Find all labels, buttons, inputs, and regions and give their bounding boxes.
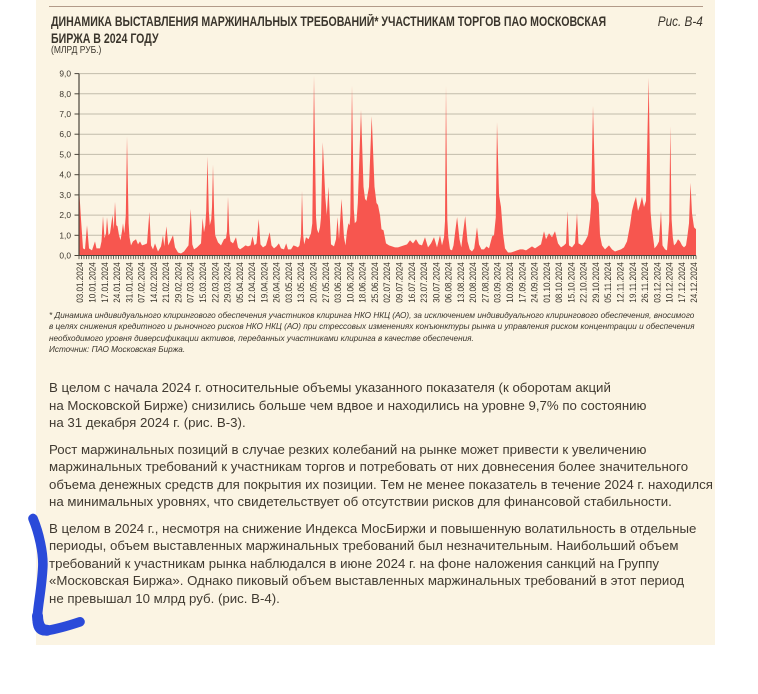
svg-text:02.07.2024: 02.07.2024: [382, 262, 392, 303]
svg-text:03.09.2024: 03.09.2024: [493, 262, 503, 303]
svg-text:12.11.2024: 12.11.2024: [616, 262, 626, 303]
svg-text:1,0: 1,0: [59, 230, 71, 240]
svg-text:5,0: 5,0: [59, 149, 71, 159]
svg-text:01.10.2024: 01.10.2024: [542, 262, 552, 303]
svg-text:8,0: 8,0: [59, 89, 71, 99]
svg-text:05.11.2024: 05.11.2024: [603, 262, 613, 303]
svg-text:20.05.2024: 20.05.2024: [309, 262, 319, 303]
svg-text:4,0: 4,0: [59, 170, 71, 180]
svg-text:26.11.2024: 26.11.2024: [640, 262, 650, 303]
svg-text:26.04.2024: 26.04.2024: [272, 262, 282, 303]
svg-text:03.01.2024: 03.01.2024: [75, 262, 85, 303]
svg-text:03.06.2024: 03.06.2024: [333, 262, 343, 303]
svg-text:07.02.2024: 07.02.2024: [137, 262, 147, 303]
svg-text:6,0: 6,0: [59, 129, 71, 139]
svg-text:17.09.2024: 17.09.2024: [517, 262, 527, 303]
svg-text:12.04.2024: 12.04.2024: [247, 262, 257, 303]
svg-text:13.08.2024: 13.08.2024: [456, 262, 466, 303]
svg-text:24.09.2024: 24.09.2024: [530, 262, 540, 303]
svg-text:21.02.2024: 21.02.2024: [161, 262, 171, 303]
svg-text:29.10.2024: 29.10.2024: [591, 262, 601, 303]
svg-text:13.05.2024: 13.05.2024: [296, 262, 306, 303]
svg-text:27.05.2024: 27.05.2024: [321, 262, 331, 303]
svg-text:10.12.2024: 10.12.2024: [665, 262, 675, 303]
svg-text:10.06.2024: 10.06.2024: [345, 262, 355, 303]
svg-text:14.02.2024: 14.02.2024: [149, 262, 159, 303]
svg-text:03.05.2024: 03.05.2024: [284, 262, 294, 303]
svg-text:19.11.2024: 19.11.2024: [628, 262, 638, 303]
svg-text:24.12.2024: 24.12.2024: [689, 262, 699, 303]
svg-text:9,0: 9,0: [59, 69, 71, 79]
svg-text:29.02.2024: 29.02.2024: [173, 262, 183, 303]
svg-text:10.01.2024: 10.01.2024: [88, 262, 98, 303]
svg-text:16.07.2024: 16.07.2024: [407, 262, 417, 303]
svg-text:15.10.2024: 15.10.2024: [566, 262, 576, 303]
svg-text:23.07.2024: 23.07.2024: [419, 262, 429, 303]
svg-text:29.03.2024: 29.03.2024: [223, 262, 233, 303]
svg-text:7,0: 7,0: [59, 109, 71, 119]
svg-text:10.09.2024: 10.09.2024: [505, 262, 515, 303]
svg-text:17.12.2024: 17.12.2024: [677, 262, 687, 303]
svg-text:22.03.2024: 22.03.2024: [210, 262, 220, 303]
svg-text:25.06.2024: 25.06.2024: [370, 262, 380, 303]
svg-text:0,0: 0,0: [59, 251, 71, 261]
svg-text:20.08.2024: 20.08.2024: [468, 262, 478, 303]
svg-text:08.10.2024: 08.10.2024: [554, 262, 564, 303]
svg-text:3,0: 3,0: [59, 190, 71, 200]
svg-text:09.07.2024: 09.07.2024: [395, 262, 405, 303]
svg-text:03.12.2024: 03.12.2024: [652, 262, 662, 303]
svg-text:24.01.2024: 24.01.2024: [112, 262, 122, 303]
svg-text:06.08.2024: 06.08.2024: [444, 262, 454, 303]
svg-text:07.03.2024: 07.03.2024: [186, 262, 196, 303]
svg-text:18.06.2024: 18.06.2024: [358, 262, 368, 303]
svg-text:22.10.2024: 22.10.2024: [579, 262, 589, 303]
svg-text:15.03.2024: 15.03.2024: [198, 262, 208, 303]
svg-text:2,0: 2,0: [59, 210, 71, 220]
svg-text:30.07.2024: 30.07.2024: [431, 262, 441, 303]
svg-text:31.01.2024: 31.01.2024: [124, 262, 134, 303]
svg-text:27.08.2024: 27.08.2024: [480, 262, 490, 303]
svg-text:19.04.2024: 19.04.2024: [259, 262, 269, 303]
svg-text:05.04.2024: 05.04.2024: [235, 262, 245, 303]
svg-text:17.01.2024: 17.01.2024: [100, 262, 110, 303]
